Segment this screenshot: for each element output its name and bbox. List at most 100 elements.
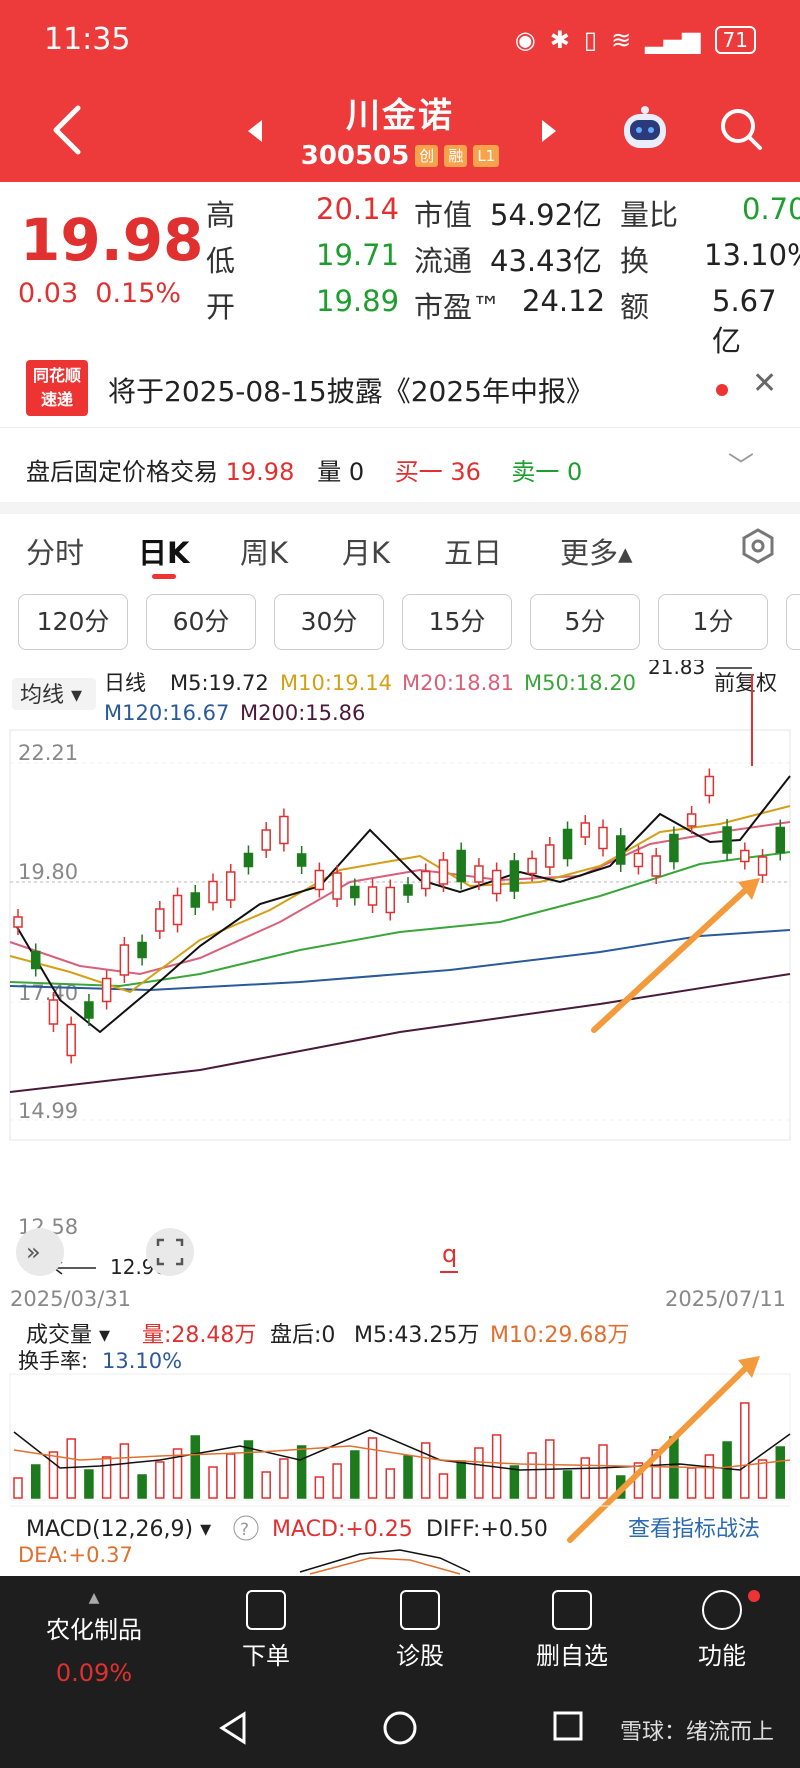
volume-after-hours: 盘后:0	[270, 1323, 335, 1348]
adjust-mode[interactable]: 前复权	[714, 671, 777, 695]
nav-home-icon[interactable]	[382, 1710, 418, 1746]
period-more[interactable]	[786, 594, 800, 650]
diagnose-button[interactable]: 诊股	[380, 1590, 460, 1671]
next-stock-icon[interactable]	[540, 118, 560, 144]
candle-body	[527, 857, 537, 875]
volume-bar	[704, 1454, 715, 1499]
nav-back-icon[interactable]	[216, 1710, 250, 1746]
label-open: 开	[206, 290, 236, 324]
volume-bar	[403, 1455, 413, 1499]
candle-body	[633, 852, 644, 868]
volume-selector[interactable]: 成交量 ▾	[26, 1323, 110, 1348]
stock-code: 300505	[300, 141, 410, 171]
tag-chuang: 创	[415, 145, 439, 167]
candle-body	[137, 941, 147, 959]
volume-bar	[474, 1447, 484, 1499]
sector-info[interactable]: ▲ 农化制品 0.09%	[34, 1590, 154, 1687]
svg-text:»: »	[26, 1238, 41, 1266]
candle-body	[509, 860, 520, 892]
chevron-down-icon[interactable]: ﹀	[728, 452, 755, 482]
settings-icon[interactable]	[740, 528, 776, 564]
volume-bar	[722, 1441, 732, 1499]
candle-body	[243, 852, 254, 868]
candle-body	[580, 822, 591, 838]
volume-bar	[438, 1473, 449, 1499]
candle-body	[704, 775, 715, 797]
indicator-strategy-link[interactable]: 查看指标战法	[628, 1517, 760, 1542]
volume-bar	[155, 1461, 165, 1499]
volume-bar	[740, 1402, 750, 1499]
volume-bar	[172, 1448, 183, 1499]
ma-selector[interactable]	[12, 678, 96, 710]
order-button[interactable]: 下单	[226, 1590, 306, 1671]
watermark: 雪球：绪流而上	[619, 1720, 774, 1745]
period-selector: 120分 60分 30分 15分 5分 1分	[0, 594, 800, 650]
tab-more[interactable]: 更多▴	[560, 536, 633, 570]
period-120min[interactable]: 120分	[18, 594, 128, 650]
volume-bar	[420, 1442, 431, 1499]
nav-recents-icon[interactable]	[552, 1710, 584, 1742]
date-start: 2025/03/31	[10, 1287, 131, 1311]
fullscreen-icon[interactable]	[146, 1228, 194, 1276]
main-plot-frame	[9, 729, 791, 1141]
period-30min[interactable]: 30分	[274, 594, 384, 650]
ma120-value: M120:16.67	[104, 701, 229, 725]
candle-body	[474, 865, 484, 883]
candle-body	[66, 1023, 76, 1057]
volume-bar	[279, 1458, 289, 1499]
label-pe: 市盈™	[414, 290, 502, 324]
volume-bar	[775, 1446, 786, 1499]
functions-button[interactable]: 功能	[682, 1590, 762, 1671]
candle-body	[686, 813, 697, 827]
label-amount: 额	[620, 290, 650, 324]
tab-daily-k[interactable]: 日K	[138, 536, 190, 570]
volume-bar	[385, 1468, 396, 1499]
candle-body	[491, 869, 502, 895]
tab-five-day[interactable]: 五日	[444, 536, 503, 570]
period-5min[interactable]: 5分	[530, 594, 640, 650]
ma50-value: M50:18.20	[524, 671, 636, 695]
volume-bar	[13, 1477, 23, 1499]
candle-body	[420, 870, 431, 890]
announcement-bar[interactable]: 同花顺 速递 将于2025-08-15披露《2025年中报》	[0, 352, 800, 428]
tab-intraday[interactable]: 分时	[26, 536, 85, 570]
tab-monthly-k[interactable]: 月K	[342, 536, 391, 570]
volume-bar	[296, 1445, 307, 1499]
volume-bars	[13, 1402, 786, 1499]
ma20-value: M20:18.81	[402, 671, 514, 695]
after-hours-trade[interactable]: 盘后固定价格交易 19.98 量 0 买一 36 卖一 0	[26, 458, 583, 486]
volume-bar	[225, 1453, 236, 1499]
robot-assistant-icon[interactable]	[618, 104, 672, 154]
volume-m10-line	[13, 1445, 791, 1469]
period-1min[interactable]: 1分	[658, 594, 768, 650]
candle-body	[651, 855, 661, 877]
candle-body	[456, 849, 466, 883]
kline-chart-area[interactable]: 均线 ▾ 日线 M5:19.72 M10:19.14 M20:18.81 M50…	[0, 660, 800, 1576]
search-icon[interactable]	[718, 106, 764, 152]
period-60min[interactable]: 60分	[146, 594, 256, 650]
price-change: 0.03 0.15%	[18, 278, 182, 309]
back-icon[interactable]	[48, 102, 88, 158]
help-icon[interactable]	[233, 1515, 259, 1541]
ma5-line	[13, 775, 791, 1034]
label-volratio: 量比	[620, 198, 679, 232]
candle-body	[598, 826, 608, 850]
svg-text:?: ?	[240, 1520, 249, 1540]
expand-left-button[interactable]	[16, 1228, 64, 1276]
candle-body	[296, 853, 307, 867]
label-low: 低	[206, 244, 236, 278]
dea-value: DEA:+0.37	[18, 1543, 133, 1567]
label-float: 流通	[414, 244, 473, 278]
candle-body	[155, 908, 165, 932]
tab-weekly-k[interactable]: 周K	[240, 536, 289, 570]
remove-watchlist-button[interactable]: 删自选	[522, 1590, 622, 1671]
close-icon[interactable]: ✕	[752, 366, 778, 401]
volume-m10: M10:29.68万	[490, 1323, 629, 1348]
macd-selector[interactable]: MACD(12,26,9) ▾	[26, 1517, 211, 1542]
label-high: 高	[206, 198, 236, 232]
prev-stock-icon[interactable]	[244, 118, 264, 144]
period-15min[interactable]: 15分	[402, 594, 512, 650]
unread-dot-icon	[716, 384, 728, 396]
volume-bar	[332, 1463, 342, 1499]
tag-l1: L1	[473, 145, 500, 167]
